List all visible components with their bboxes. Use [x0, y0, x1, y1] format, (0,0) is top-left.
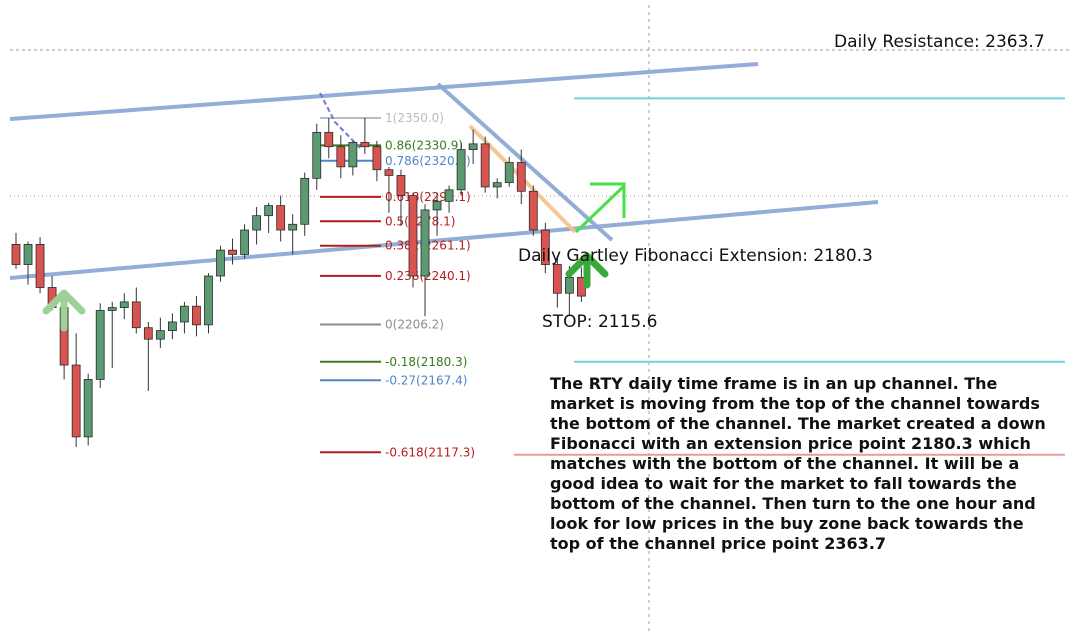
- candle-body: [288, 223, 298, 231]
- fib-level-label: 0.786(2320.2): [385, 154, 471, 168]
- candle-body: [107, 307, 117, 311]
- fib-level-label: 0.5(2278.1): [385, 214, 455, 228]
- candle-body: [336, 146, 346, 168]
- candle-body: [516, 162, 526, 192]
- fib-level-label: 1(2350.0): [385, 111, 444, 125]
- low-up-arrow-icon: [42, 289, 86, 332]
- candle-body: [252, 215, 262, 231]
- channel-bottom-line: [9, 200, 879, 280]
- candle-body: [468, 143, 478, 151]
- pattern-leg-blue: [319, 92, 361, 149]
- decline-trendline: [436, 82, 614, 242]
- candle-body: [143, 327, 153, 340]
- extension-label: Daily Gartley Fibonacci Extension: 2180.…: [518, 246, 873, 266]
- candle-body: [528, 190, 538, 231]
- candle-body: [408, 195, 418, 277]
- candle-body: [264, 205, 274, 217]
- fib-level-label: 0.86(2330.9): [385, 138, 463, 152]
- candle-body: [23, 244, 33, 265]
- fib-level-label: 0(2206.2): [385, 318, 444, 332]
- candle-body: [420, 209, 430, 277]
- candle-body: [216, 249, 225, 277]
- candle-body: [564, 277, 574, 294]
- candle-body: [204, 275, 213, 326]
- candle-body: [372, 146, 382, 171]
- candle-body: [348, 142, 358, 168]
- candle-body: [540, 229, 550, 265]
- candle-body: [35, 244, 45, 288]
- candle-body: [480, 143, 490, 188]
- candle-body: [180, 305, 189, 323]
- fib-level-label: -0.27(2167.4): [385, 373, 467, 387]
- candle-body: [240, 229, 249, 255]
- candle-body: [276, 205, 286, 231]
- candle-body: [504, 162, 514, 184]
- candle-body: [444, 189, 454, 202]
- channel-top-line: [9, 62, 759, 121]
- candle-body: [432, 200, 442, 211]
- candle-body: [552, 264, 562, 294]
- candle-body: [155, 330, 165, 340]
- candle-body: [360, 142, 370, 148]
- candle-body: [492, 182, 502, 188]
- candle-body: [119, 301, 129, 309]
- candle-body: [83, 379, 93, 438]
- candle-body: [167, 321, 177, 331]
- candle-body: [384, 169, 394, 176]
- fib-level-label: -0.18(2180.3): [385, 355, 467, 369]
- candle-body: [131, 301, 141, 329]
- buy-zone-up-arrow-icon: [565, 252, 609, 289]
- candle-body: [192, 305, 201, 326]
- arrow-head: [565, 252, 609, 278]
- candle-body: [312, 131, 322, 179]
- arrow-head: [42, 289, 86, 315]
- candle-body: [456, 149, 466, 191]
- analysis-commentary: The RTY daily time frame is in an up cha…: [550, 374, 1046, 553]
- resistance-label: Daily Resistance: 2363.7: [834, 32, 1045, 52]
- candle-body: [324, 131, 334, 148]
- candle-body: [228, 249, 237, 255]
- stop-label: STOP: 2115.6: [542, 312, 658, 332]
- candle-body: [95, 310, 105, 380]
- target-arrow-shaft: [574, 184, 626, 234]
- candle-body: [71, 364, 81, 438]
- candle-body: [11, 244, 21, 265]
- fib-level-label: -0.618(2117.3): [385, 445, 475, 459]
- candle-body: [396, 175, 406, 196]
- target-arrow-head-icon: [590, 182, 626, 218]
- candle-body: [300, 177, 310, 225]
